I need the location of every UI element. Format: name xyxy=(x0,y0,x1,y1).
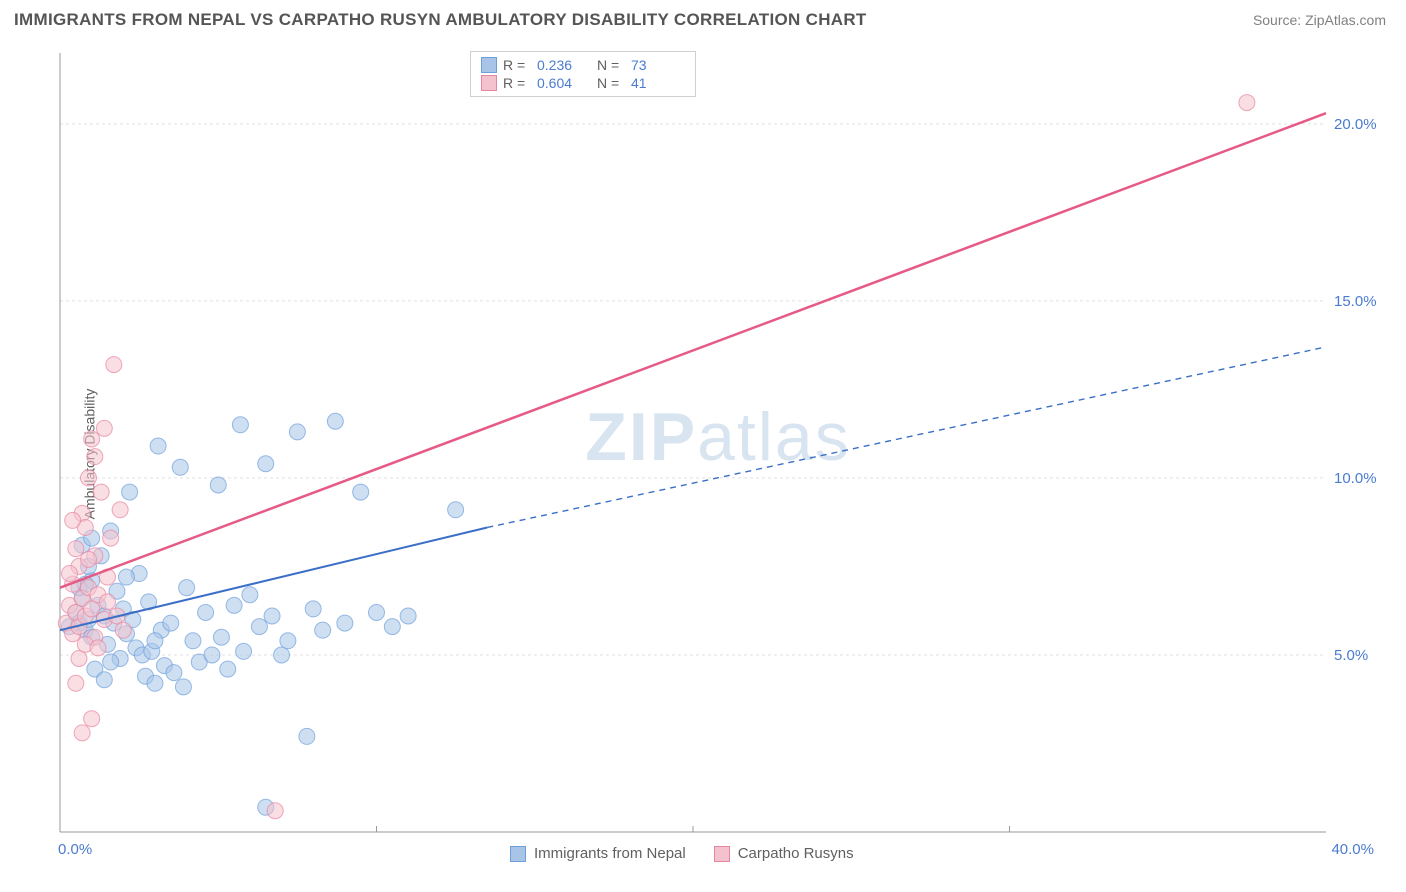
legend-stats-row: R = 0.236 N = 73 xyxy=(481,56,685,74)
y-tick-label: 20.0% xyxy=(1334,116,1377,133)
n-value: 73 xyxy=(631,57,685,73)
data-point xyxy=(220,661,236,677)
n-value: 41 xyxy=(631,75,685,91)
r-value: 0.604 xyxy=(537,75,591,91)
data-point xyxy=(84,431,100,447)
header: IMMIGRANTS FROM NEPAL VS CARPATHO RUSYN … xyxy=(0,0,1406,38)
x-tick-label: 40.0% xyxy=(1331,841,1374,858)
data-point xyxy=(315,622,331,638)
data-point xyxy=(210,477,226,493)
legend-stats: R = 0.236 N = 73 R = 0.604 N = 41 xyxy=(470,51,696,97)
data-point xyxy=(232,417,248,433)
chart-container: Ambulatory Disability ZIPatlas 5.0%10.0%… xyxy=(50,45,1386,862)
data-point xyxy=(280,633,296,649)
data-point xyxy=(299,728,315,744)
data-point xyxy=(71,650,87,666)
data-point xyxy=(242,587,258,603)
data-point xyxy=(213,629,229,645)
data-point xyxy=(118,569,134,585)
data-point xyxy=(84,601,100,617)
data-point xyxy=(150,438,166,454)
data-point xyxy=(369,604,385,620)
legend-swatch xyxy=(714,846,730,862)
data-point xyxy=(163,615,179,631)
trend-line-extrapolated xyxy=(487,347,1326,528)
data-point xyxy=(103,654,119,670)
data-point xyxy=(68,541,84,557)
y-tick-label: 15.0% xyxy=(1334,293,1377,310)
data-point xyxy=(258,456,274,472)
data-point xyxy=(99,594,115,610)
data-point xyxy=(115,622,131,638)
y-tick-label: 5.0% xyxy=(1334,647,1368,664)
legend-series: Immigrants from Nepal Carpatho Rusyns xyxy=(510,845,854,862)
source-label: Source: ZipAtlas.com xyxy=(1253,12,1386,28)
r-label: R = xyxy=(503,75,531,91)
data-point xyxy=(305,601,321,617)
r-label: R = xyxy=(503,57,531,73)
legend-swatch xyxy=(481,75,497,91)
data-point xyxy=(74,725,90,741)
data-point xyxy=(166,665,182,681)
data-point xyxy=(327,413,343,429)
data-point xyxy=(93,484,109,500)
scatter-plot: 5.0% 10.0% 15.0% 20.0% 0.0% 40.0% xyxy=(50,45,1386,862)
data-point xyxy=(175,679,191,695)
data-point xyxy=(353,484,369,500)
legend-series-item: Carpatho Rusyns xyxy=(714,845,854,862)
legend-series-label: Immigrants from Nepal xyxy=(534,845,686,862)
data-point xyxy=(264,608,280,624)
r-value: 0.236 xyxy=(537,57,591,73)
data-point xyxy=(90,640,106,656)
data-point xyxy=(103,530,119,546)
data-point xyxy=(80,470,96,486)
data-point xyxy=(122,484,138,500)
chart-title: IMMIGRANTS FROM NEPAL VS CARPATHO RUSYN … xyxy=(14,10,867,30)
data-point xyxy=(1239,95,1255,111)
data-point xyxy=(251,619,267,635)
data-point xyxy=(65,512,81,528)
data-point xyxy=(204,647,220,663)
legend-stats-row: R = 0.604 N = 41 xyxy=(481,74,685,92)
x-tick-label: 0.0% xyxy=(58,841,92,858)
data-point xyxy=(147,675,163,691)
data-point xyxy=(226,597,242,613)
legend-swatch xyxy=(481,57,497,73)
trend-line xyxy=(60,113,1326,587)
data-point xyxy=(147,633,163,649)
data-point xyxy=(400,608,416,624)
legend-swatch xyxy=(510,846,526,862)
data-point xyxy=(448,502,464,518)
n-label: N = xyxy=(597,57,625,73)
n-label: N = xyxy=(597,75,625,91)
data-point xyxy=(106,357,122,373)
data-point xyxy=(198,604,214,620)
data-point xyxy=(384,619,400,635)
data-point xyxy=(84,711,100,727)
data-point xyxy=(96,420,112,436)
data-point xyxy=(337,615,353,631)
y-tick-label: 10.0% xyxy=(1334,470,1377,487)
data-point xyxy=(289,424,305,440)
data-point xyxy=(68,675,84,691)
data-point xyxy=(96,672,112,688)
legend-series-item: Immigrants from Nepal xyxy=(510,845,686,862)
data-point xyxy=(274,647,290,663)
data-point xyxy=(172,459,188,475)
data-point xyxy=(80,551,96,567)
data-point xyxy=(236,643,252,659)
data-point xyxy=(61,566,77,582)
data-point xyxy=(185,633,201,649)
data-point xyxy=(87,449,103,465)
data-point xyxy=(112,502,128,518)
data-point xyxy=(267,803,283,819)
legend-series-label: Carpatho Rusyns xyxy=(738,845,854,862)
data-point xyxy=(179,580,195,596)
